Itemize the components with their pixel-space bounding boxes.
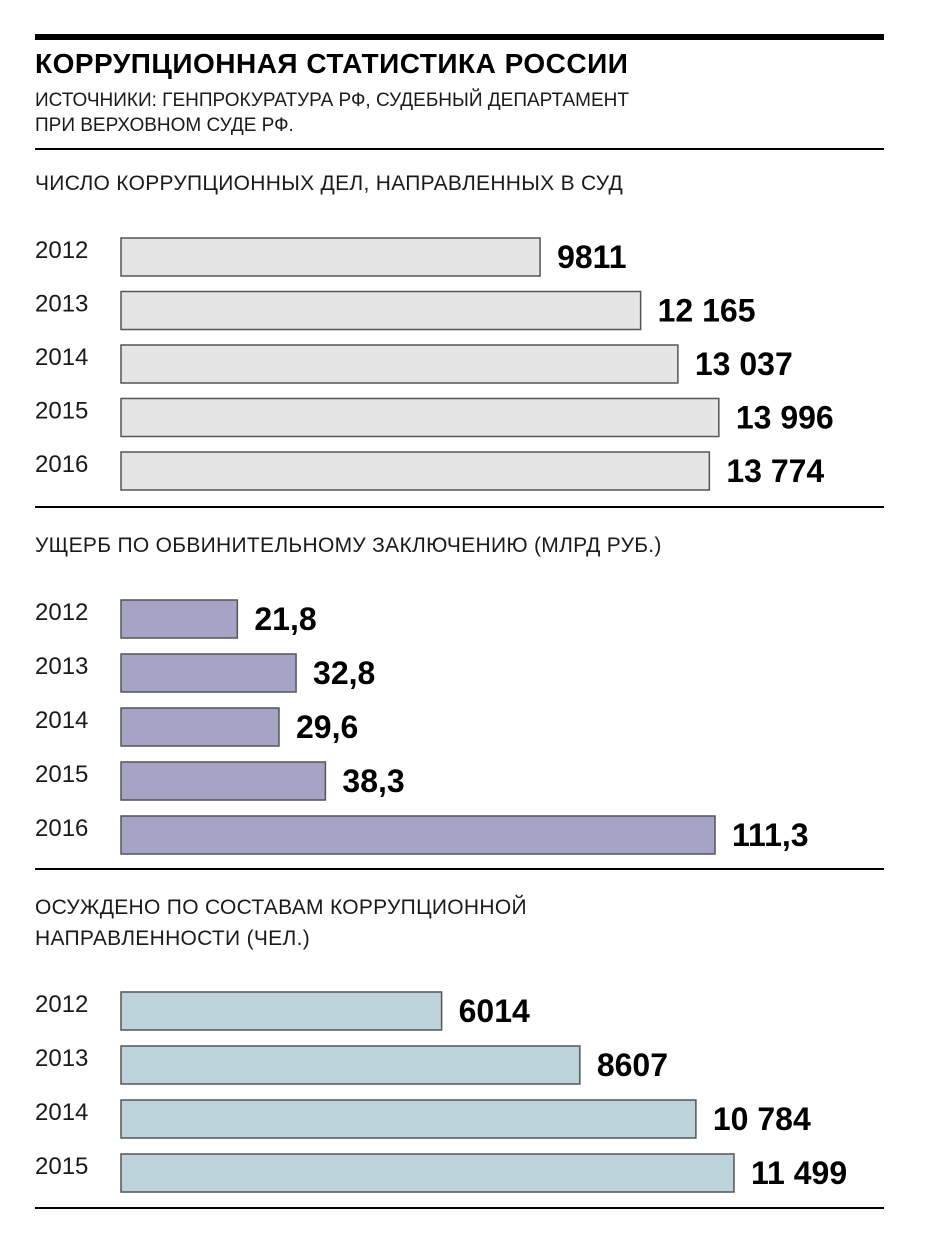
divider-4 [35, 1207, 884, 1209]
cases-year-label: 2013 [35, 291, 88, 318]
convicted-year-label: 2013 [35, 1045, 88, 1072]
cases-value-label: 13 996 [736, 400, 834, 436]
cases-bar-2014 [120, 344, 679, 384]
convicted-bar-chart: 2012 6014 2013 8607 2014 10 784 2015 11 499 [35, 991, 847, 1193]
convicted-value-label: 8607 [597, 1047, 668, 1083]
cases-year-label: 2014 [35, 344, 88, 371]
damage-value-label: 111,3 [732, 817, 809, 853]
damage-value-label: 21,8 [254, 601, 316, 637]
damage-bar-2012 [120, 599, 239, 639]
damage-bar-2013 [120, 653, 297, 693]
top-rule [35, 34, 884, 40]
damage-year-label: 2013 [35, 653, 88, 680]
convicted-year-label: 2012 [35, 991, 88, 1018]
cases-value-label: 13 774 [726, 453, 824, 489]
convicted-bar-2014 [120, 1099, 697, 1139]
damage-year-label: 2012 [35, 599, 88, 626]
source-line-2: ПРИ ВЕРХОВНОМ СУДЕ РФ. [35, 115, 294, 136]
convicted-value-label: 10 784 [713, 1101, 811, 1137]
damage-value-label: 38,3 [342, 763, 404, 799]
damage-bar-chart: 2012 21,8 2013 32,8 2014 29,6 2015 38,3 2016 111,… [35, 599, 809, 855]
convicted-bar-2015 [120, 1153, 735, 1193]
cases-bar-chart: 2012 9811 2013 12 165 2014 13 037 2015 13 996 20… [35, 237, 834, 491]
convicted-bar-2013 [120, 1045, 581, 1085]
convicted-chart-title: ОСУЖДЕНО ПО СОСТАВАМ КОРРУПЦИОННОЙ НАПРА… [35, 892, 527, 954]
cases-bar-2016 [120, 451, 711, 491]
source-note: ИСТОЧНИКИ: ГЕНПРОКУРАТУРА РФ, СУДЕБНЫЙ Д… [35, 88, 735, 138]
convicted-bar-2012 [120, 991, 443, 1031]
damage-chart-title: УЩЕРБ ПО ОБВИНИТЕЛЬНОМУ ЗАКЛЮЧЕНИЮ (МЛРД… [35, 530, 662, 561]
cases-bar-2013 [120, 290, 642, 331]
cases-chart-title: ЧИСЛО КОРРУПЦИОННЫХ ДЕЛ, НАПРАВЛЕННЫХ В … [35, 168, 623, 199]
cases-bar-2012 [120, 237, 541, 277]
cases-year-label: 2012 [35, 237, 88, 264]
cases-value-label: 9811 [557, 239, 626, 275]
convicted-value-label: 6014 [459, 993, 530, 1029]
cases-chart-title-text: ЧИСЛО КОРРУПЦИОННЫХ ДЕЛ, НАПРАВЛЕННЫХ В … [35, 172, 624, 195]
convicted-year-label: 2014 [35, 1099, 88, 1126]
divider-3 [35, 868, 884, 870]
damage-bar-2014 [120, 707, 280, 747]
damage-year-label: 2014 [35, 707, 88, 734]
damage-year-label: 2015 [35, 761, 88, 788]
convicted-value-label: 11 499 [751, 1155, 847, 1191]
infographic-title: КОРРУПЦИОННАЯ СТАТИСТИКА РОССИИ [35, 48, 629, 79]
damage-bar-2015 [120, 761, 327, 801]
damage-value-label: 32,8 [313, 655, 375, 691]
cases-value-label: 12 165 [658, 293, 756, 329]
cases-bar-2015 [120, 397, 720, 438]
cases-year-label: 2015 [35, 398, 88, 425]
damage-year-label: 2016 [35, 815, 88, 842]
damage-bar-2016 [120, 815, 716, 855]
damage-chart-title-text: УЩЕРБ ПО ОБВИНИТЕЛЬНОМУ ЗАКЛЮЧЕНИЮ (МЛРД… [35, 534, 662, 557]
divider-2 [35, 506, 884, 508]
cases-year-label: 2016 [35, 451, 88, 478]
divider-1 [35, 148, 884, 150]
convicted-chart-title-line-2: НАПРАВЛЕННОСТИ (ЧЕЛ.) [35, 927, 310, 950]
convicted-chart-title-line-1: ОСУЖДЕНО ПО СОСТАВАМ КОРРУПЦИОННОЙ [35, 896, 527, 919]
damage-value-label: 29,6 [296, 709, 358, 745]
cases-value-label: 13 037 [695, 346, 793, 382]
source-line-1: ИСТОЧНИКИ: ГЕНПРОКУРАТУРА РФ, СУДЕБНЫЙ Д… [35, 90, 629, 111]
convicted-year-label: 2015 [35, 1153, 88, 1180]
